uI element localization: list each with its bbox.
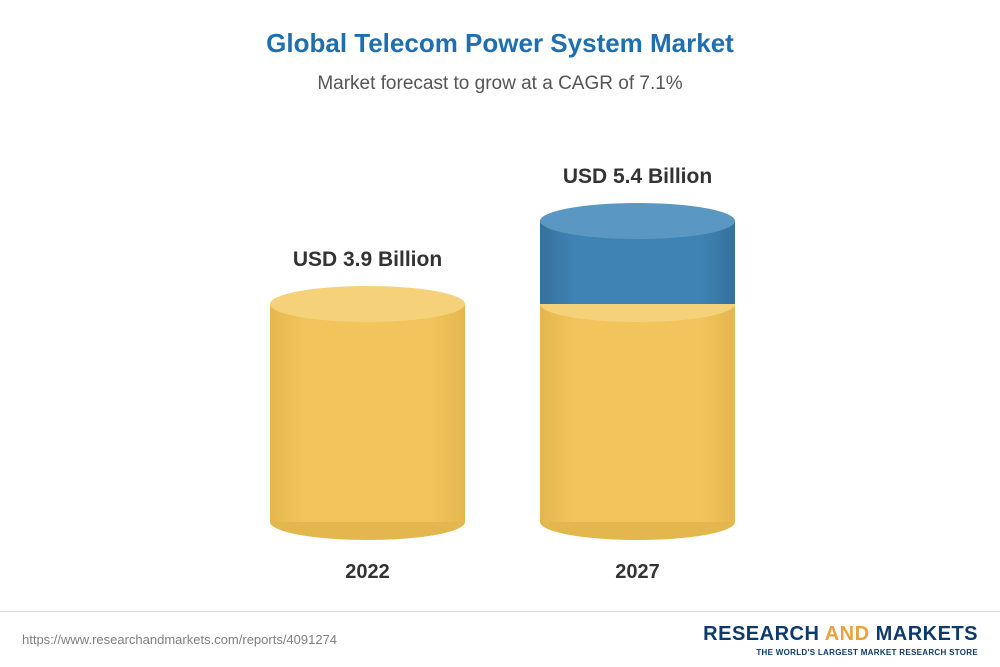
chart-subtitle: Market forecast to grow at a CAGR of 7.1…	[0, 73, 1000, 95]
brand-tagline: THE WORLD'S LARGEST MARKET RESEARCH STOR…	[703, 648, 978, 657]
cylinder-year-label: 2027	[540, 561, 735, 584]
chart-title: Global Telecom Power System Market	[0, 0, 1000, 59]
footer: https://www.researchandmarkets.com/repor…	[0, 611, 1000, 667]
cylinder-year-label: 2022	[270, 561, 465, 584]
brand-block: RESEARCH AND MARKETS THE WORLD'S LARGEST…	[703, 623, 978, 657]
cylinder-top-ellipse	[540, 203, 735, 239]
brand-name: RESEARCH AND MARKETS	[703, 623, 978, 646]
cylinder-bar: USD 5.4 Billion2027	[540, 203, 735, 540]
chart-area: USD 3.9 Billion2022 USD 5.4 Billion2027	[0, 130, 1000, 580]
cylinder-value-label: USD 3.9 Billion	[270, 248, 465, 272]
cylinder-value-label: USD 5.4 Billion	[540, 165, 735, 189]
cylinder-segment	[540, 304, 735, 522]
cylinder-bar: USD 3.9 Billion2022	[270, 286, 465, 540]
cylinder-segment	[270, 304, 465, 522]
cylinder-top-ellipse	[270, 286, 465, 322]
source-url: https://www.researchandmarkets.com/repor…	[22, 632, 337, 647]
